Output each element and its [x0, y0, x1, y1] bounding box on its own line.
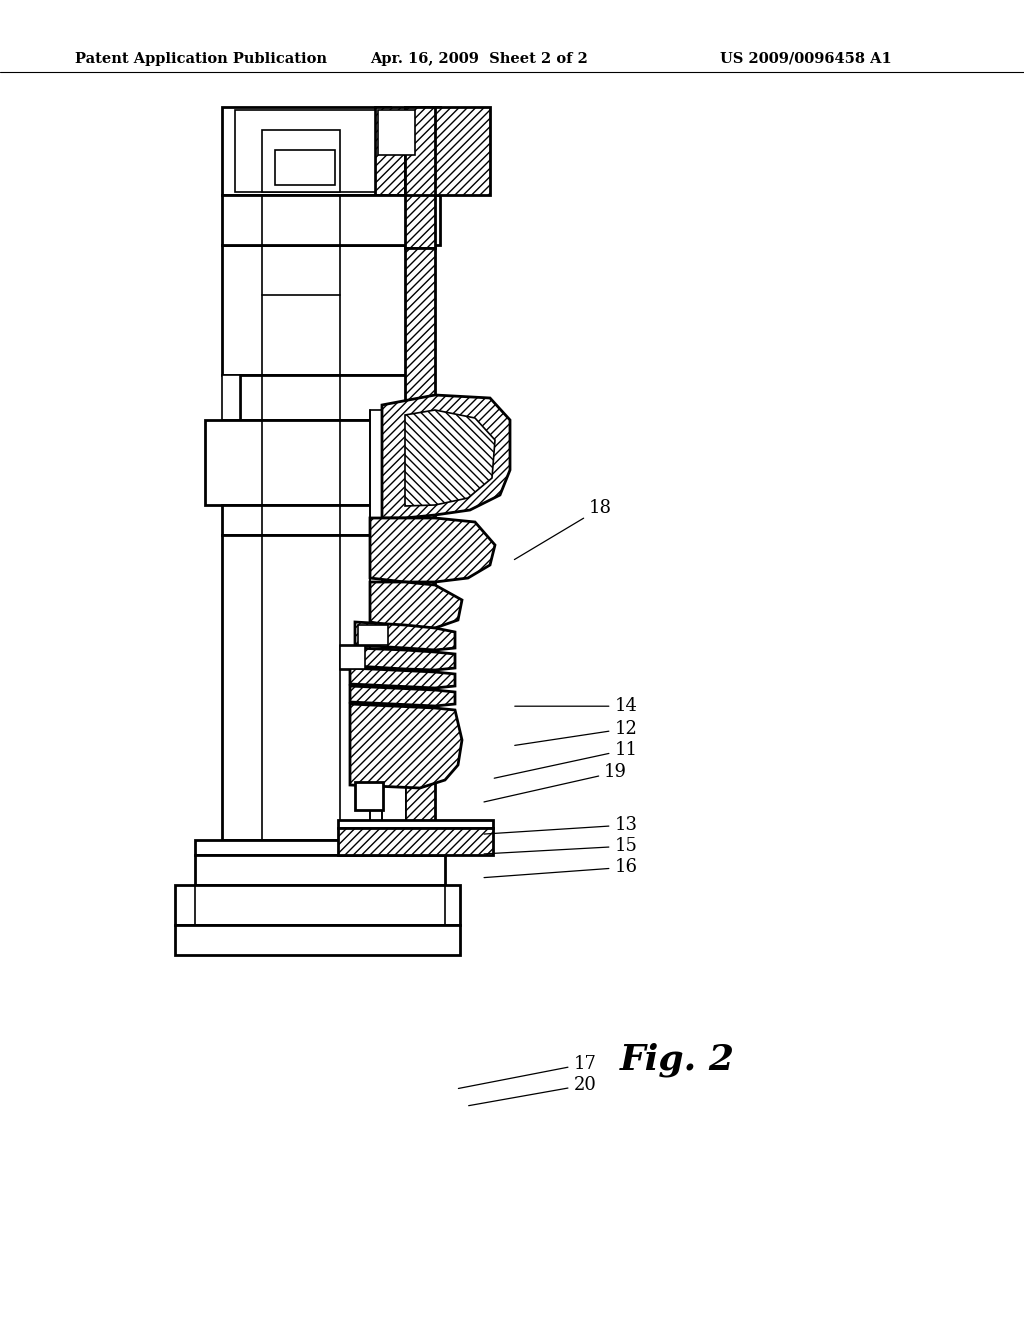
Polygon shape	[382, 395, 510, 517]
Polygon shape	[338, 828, 493, 855]
Polygon shape	[378, 110, 415, 154]
Text: 19: 19	[484, 763, 627, 803]
Polygon shape	[222, 375, 240, 420]
Polygon shape	[382, 411, 406, 855]
Polygon shape	[195, 855, 445, 884]
Polygon shape	[340, 645, 365, 669]
Polygon shape	[358, 624, 388, 645]
Polygon shape	[350, 686, 455, 706]
Text: 13: 13	[484, 816, 637, 834]
Polygon shape	[435, 107, 490, 195]
Polygon shape	[222, 535, 430, 840]
Polygon shape	[355, 622, 455, 649]
Polygon shape	[262, 129, 340, 191]
Text: 16: 16	[484, 858, 637, 878]
Polygon shape	[350, 704, 462, 788]
Polygon shape	[370, 582, 462, 628]
Polygon shape	[222, 246, 430, 375]
Polygon shape	[382, 411, 406, 855]
Text: 17: 17	[459, 1055, 596, 1089]
Polygon shape	[350, 668, 455, 688]
Polygon shape	[175, 884, 460, 925]
Text: Apr. 16, 2009  Sheet 2 of 2: Apr. 16, 2009 Sheet 2 of 2	[370, 51, 588, 66]
Polygon shape	[240, 375, 430, 420]
Polygon shape	[205, 420, 430, 506]
Polygon shape	[222, 506, 430, 535]
Text: 15: 15	[484, 837, 637, 855]
Polygon shape	[370, 517, 495, 582]
Text: Fig. 2: Fig. 2	[620, 1043, 735, 1077]
Text: Patent Application Publication: Patent Application Publication	[75, 51, 327, 66]
Polygon shape	[355, 781, 383, 810]
Polygon shape	[234, 110, 375, 191]
Polygon shape	[222, 195, 440, 246]
Polygon shape	[375, 107, 440, 195]
Polygon shape	[222, 107, 390, 195]
Text: 20: 20	[469, 1076, 596, 1106]
Polygon shape	[355, 648, 455, 671]
Polygon shape	[406, 107, 435, 248]
Polygon shape	[175, 925, 460, 954]
Polygon shape	[406, 411, 495, 506]
Text: 14: 14	[515, 697, 637, 715]
Polygon shape	[406, 248, 435, 855]
Polygon shape	[370, 411, 382, 855]
Text: 11: 11	[495, 741, 637, 779]
Polygon shape	[275, 150, 335, 185]
Polygon shape	[340, 645, 365, 669]
Text: 12: 12	[515, 719, 637, 746]
Text: US 2009/0096458 A1: US 2009/0096458 A1	[720, 51, 892, 66]
Polygon shape	[338, 820, 493, 828]
Polygon shape	[195, 840, 445, 855]
Polygon shape	[406, 107, 440, 195]
Text: 18: 18	[514, 499, 611, 560]
